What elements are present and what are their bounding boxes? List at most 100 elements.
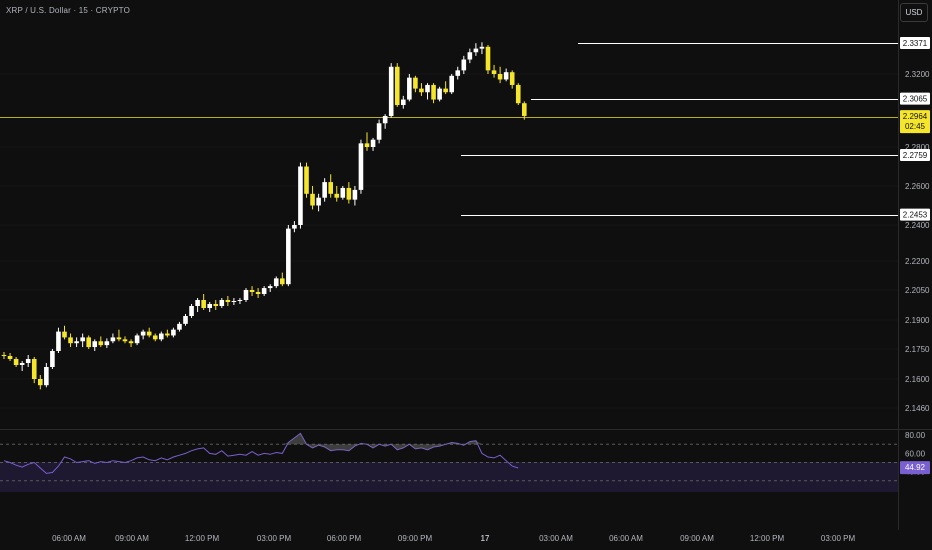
- candle: [280, 272, 285, 287]
- candle: [358, 139, 364, 194]
- x-tick-label: 06:00 PM: [327, 534, 362, 543]
- candle: [461, 55, 467, 74]
- candle: [86, 335, 91, 349]
- level-price-label: 2.3065: [900, 92, 930, 105]
- x-tick-label: 09:00 AM: [680, 534, 714, 543]
- level-price-label: 2.2453: [900, 208, 930, 221]
- candle: [152, 333, 158, 342]
- candle: [522, 101, 527, 120]
- rsi-overbought-fill: [282, 433, 482, 451]
- candle: [19, 361, 25, 371]
- candle: [407, 74, 412, 102]
- x-tick-label: 12:00 PM: [185, 534, 220, 543]
- rsi-line: [3, 432, 519, 474]
- candle: [195, 298, 200, 312]
- x-tick-label: 09:00 AM: [115, 534, 149, 543]
- candle: [243, 288, 249, 302]
- candle: [189, 304, 194, 318]
- candle: [165, 329, 170, 338]
- candle: [146, 327, 152, 338]
- candle: [219, 298, 225, 308]
- level-price-label: 2.3371: [900, 37, 930, 49]
- rsi-value-badge: 44.92: [900, 461, 930, 475]
- candle: [431, 83, 436, 104]
- candle: [213, 300, 219, 310]
- rsi-tick-label: 80.00: [905, 431, 926, 440]
- candle: [62, 325, 67, 340]
- candle: [177, 321, 182, 332]
- candle: [267, 284, 273, 292]
- candle: [249, 286, 255, 296]
- svg-text:02:45: 02:45: [905, 122, 926, 131]
- candle: [479, 42, 485, 55]
- y-tick-label: 2.2600: [905, 182, 930, 191]
- candle: [13, 357, 19, 367]
- candle: [413, 75, 418, 93]
- y-tick-label: 2.2200: [905, 257, 930, 266]
- candle: [128, 339, 134, 348]
- candle: [425, 83, 430, 100]
- x-tick-label: 12:00 PM: [750, 534, 785, 543]
- candle: [25, 355, 31, 367]
- candle: [201, 294, 206, 310]
- candle: [497, 66, 503, 84]
- candle: [364, 132, 370, 151]
- candle: [334, 186, 340, 202]
- candle: [207, 302, 212, 312]
- candle: [171, 327, 176, 338]
- symbol-title: XRP / U.S. Dollar · 15 · CRYPTO: [6, 6, 131, 15]
- candle: [316, 193, 321, 212]
- y-tick-label: 2.1460: [905, 404, 930, 413]
- candle: [340, 186, 346, 200]
- level-price-label: 2.2759: [900, 148, 930, 161]
- candle: [346, 182, 352, 204]
- x-tick-label: 06:00 AM: [52, 534, 86, 543]
- x-tick-label: 03:00 PM: [257, 534, 292, 543]
- candle: [382, 114, 388, 129]
- candle: [370, 137, 376, 151]
- candle: [104, 338, 110, 349]
- candle: [31, 357, 37, 384]
- candle: [449, 74, 454, 95]
- candle: [237, 298, 243, 304]
- rsi-tick-label: 60.00: [905, 449, 926, 458]
- candle: [298, 162, 303, 229]
- candle: [159, 331, 164, 342]
- candle: [491, 64, 497, 78]
- svg-text:2.3371: 2.3371: [903, 39, 928, 48]
- y-tick-label: 2.2800: [905, 143, 930, 152]
- candle: [292, 221, 297, 233]
- candle: [328, 174, 333, 198]
- candle: [261, 286, 267, 296]
- candle: [255, 288, 261, 298]
- x-tick-label: 03:00 AM: [539, 534, 573, 543]
- candle: [352, 186, 358, 206]
- candle: [7, 353, 13, 361]
- candle: [443, 81, 448, 95]
- candle: [92, 339, 98, 351]
- candle: [98, 336, 104, 348]
- candle: [322, 178, 327, 202]
- currency-button[interactable]: USD: [900, 3, 928, 22]
- y-tick-label: 2.3200: [905, 70, 930, 79]
- candle: [455, 66, 461, 80]
- candle: [467, 48, 473, 64]
- y-tick-label: 2.1900: [905, 316, 930, 325]
- candle: [376, 119, 382, 144]
- candle: [1, 352, 7, 359]
- x-tick-label: 17: [481, 534, 490, 543]
- candle: [401, 95, 406, 109]
- candle: [286, 225, 291, 287]
- candle: [419, 83, 424, 96]
- y-tick-label: 2.1600: [905, 375, 930, 384]
- candle: [304, 162, 309, 198]
- candle: [225, 296, 231, 306]
- candle: [116, 329, 122, 342]
- candle: [74, 337, 79, 348]
- candle: [183, 314, 188, 326]
- svg-text:44.92: 44.92: [905, 463, 926, 472]
- svg-text:2.3065: 2.3065: [903, 95, 928, 104]
